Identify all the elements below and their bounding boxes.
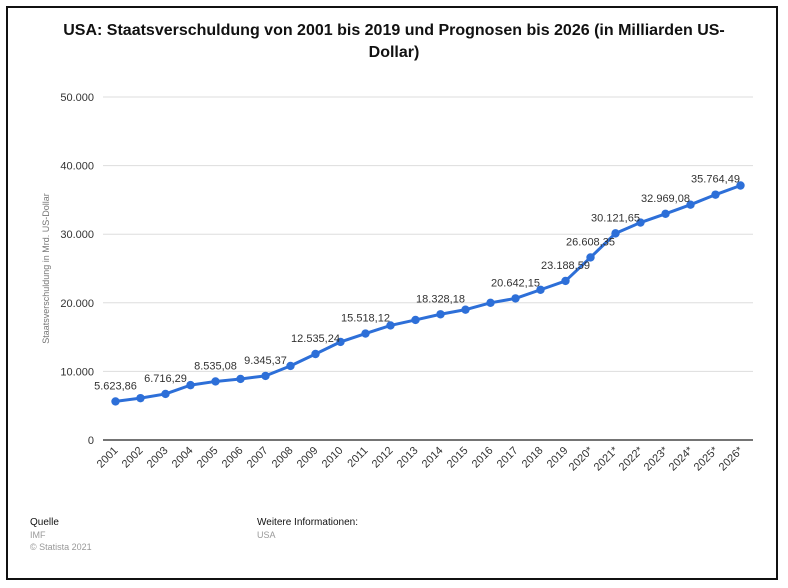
- data-point[interactable]: [511, 294, 520, 303]
- x-tick-label: 2010: [320, 445, 346, 471]
- data-label: 23.188,59: [541, 260, 590, 272]
- data-point[interactable]: [636, 218, 645, 227]
- x-axis-ticks: 2001 2002 2003 2004 2005 2006 2007 2008 2009 2010…: [95, 444, 746, 473]
- data-labels: 5.623,86 6.716,29 8.535,08 9.345,37 12.535,2…: [94, 174, 740, 393]
- y-tick-label: 10.000: [60, 366, 94, 378]
- chart-title: USA: Staatsverschuldung von 2001 bis 201…: [63, 22, 725, 61]
- data-point[interactable]: [411, 315, 420, 325]
- data-label: 5.623,86: [94, 380, 137, 392]
- data-point[interactable]: [311, 349, 320, 359]
- data-label: 8.535,08: [194, 360, 237, 372]
- data-point[interactable]: [486, 298, 495, 307]
- data-label: 26.608,35: [566, 236, 615, 248]
- data-label: 32.969,08: [641, 193, 690, 205]
- data-label: 20.642,15: [491, 277, 540, 289]
- x-tick-label: 2014: [420, 445, 446, 471]
- data-point[interactable]: [261, 371, 270, 381]
- data-point[interactable]: [686, 200, 695, 209]
- x-tick-label: 2004: [170, 445, 196, 471]
- y-tick-label: 40.000: [60, 161, 94, 173]
- data-point[interactable]: [111, 397, 120, 406]
- x-tick-label: 2007: [245, 445, 271, 471]
- source-block: Quelle IMF © Statista 2021: [30, 517, 92, 553]
- source-value: IMF: [30, 530, 46, 540]
- x-tick-label: 2002: [120, 445, 146, 471]
- data-label: 30.121,65: [591, 212, 640, 224]
- data-point[interactable]: [736, 181, 745, 190]
- x-tick-label: 2018: [520, 445, 546, 471]
- x-tick-label: 2001: [95, 445, 121, 471]
- source-label: Quelle: [30, 517, 59, 528]
- x-tick-label: 2021*: [592, 444, 621, 473]
- y-tick-label: 30.000: [60, 229, 94, 241]
- x-tick-label: 2009: [295, 445, 321, 471]
- data-point[interactable]: [286, 361, 295, 371]
- data-point[interactable]: [436, 310, 445, 319]
- data-label: 12.535,24: [291, 333, 340, 345]
- x-tick-label: 2006: [220, 445, 246, 471]
- x-tick-label: 2012: [370, 445, 396, 471]
- x-tick-label: 2025*: [692, 444, 721, 473]
- info-value: USA: [257, 530, 276, 540]
- x-tick-label: 2013: [395, 445, 421, 471]
- data-point[interactable]: [136, 393, 145, 403]
- data-point[interactable]: [386, 321, 395, 330]
- data-point[interactable]: [586, 253, 595, 262]
- data-label: 18.328,18: [416, 293, 465, 305]
- x-tick-label: 2020*: [567, 444, 596, 473]
- data-point[interactable]: [211, 377, 220, 386]
- data-point[interactable]: [336, 337, 345, 347]
- x-tick-label: 2003: [145, 445, 171, 471]
- data-point[interactable]: [536, 285, 545, 294]
- x-tick-label: 2008: [270, 445, 296, 471]
- y-axis-title: Staatsverschuldung in Mrd. US-Dollar: [41, 193, 51, 344]
- y-tick-label: 0: [88, 435, 94, 447]
- data-point[interactable]: [611, 229, 620, 238]
- grid-lines: [103, 96, 753, 441]
- info-block: Weitere Informationen: USA: [257, 517, 358, 541]
- data-label: 15.518,12: [341, 313, 390, 325]
- data-point[interactable]: [711, 190, 720, 199]
- data-label: 6.716,29: [144, 373, 187, 385]
- x-tick-label: 2005: [195, 445, 221, 471]
- data-label: 9.345,37: [244, 355, 287, 367]
- x-tick-label: 2011: [345, 445, 370, 470]
- y-tick-label: 50.000: [60, 92, 94, 104]
- x-tick-label: 2015: [445, 445, 471, 471]
- data-point[interactable]: [561, 276, 570, 286]
- x-tick-label: 2019: [545, 445, 571, 471]
- x-tick-label: 2024*: [667, 444, 696, 473]
- x-tick-label: 2023*: [642, 444, 671, 473]
- x-tick-label: 2022*: [617, 444, 646, 473]
- x-tick-label: 2017: [495, 445, 521, 471]
- data-label: 35.764,49: [691, 174, 740, 186]
- x-tick-label: 2026*: [717, 444, 746, 473]
- copyright: © Statista 2021: [30, 542, 92, 552]
- data-point[interactable]: [236, 374, 245, 384]
- x-tick-label: 2016: [470, 445, 496, 471]
- series-line: [111, 181, 745, 406]
- data-point[interactable]: [161, 389, 170, 399]
- chart-frame: [6, 6, 778, 580]
- info-label: Weitere Informationen:: [257, 517, 358, 528]
- data-point[interactable]: [361, 329, 370, 338]
- y-axis-ticks: 0 10.000 20.000 30.000 40.000 50.000: [60, 92, 94, 447]
- y-tick-label: 20.000: [60, 298, 94, 310]
- data-point[interactable]: [661, 209, 670, 219]
- data-point[interactable]: [186, 380, 195, 390]
- data-point[interactable]: [461, 305, 470, 314]
